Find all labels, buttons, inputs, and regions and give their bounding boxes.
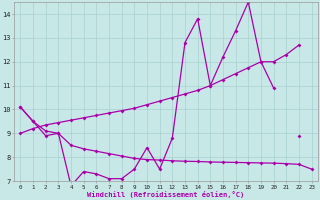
X-axis label: Windchill (Refroidissement éolien,°C): Windchill (Refroidissement éolien,°C) — [87, 191, 244, 198]
